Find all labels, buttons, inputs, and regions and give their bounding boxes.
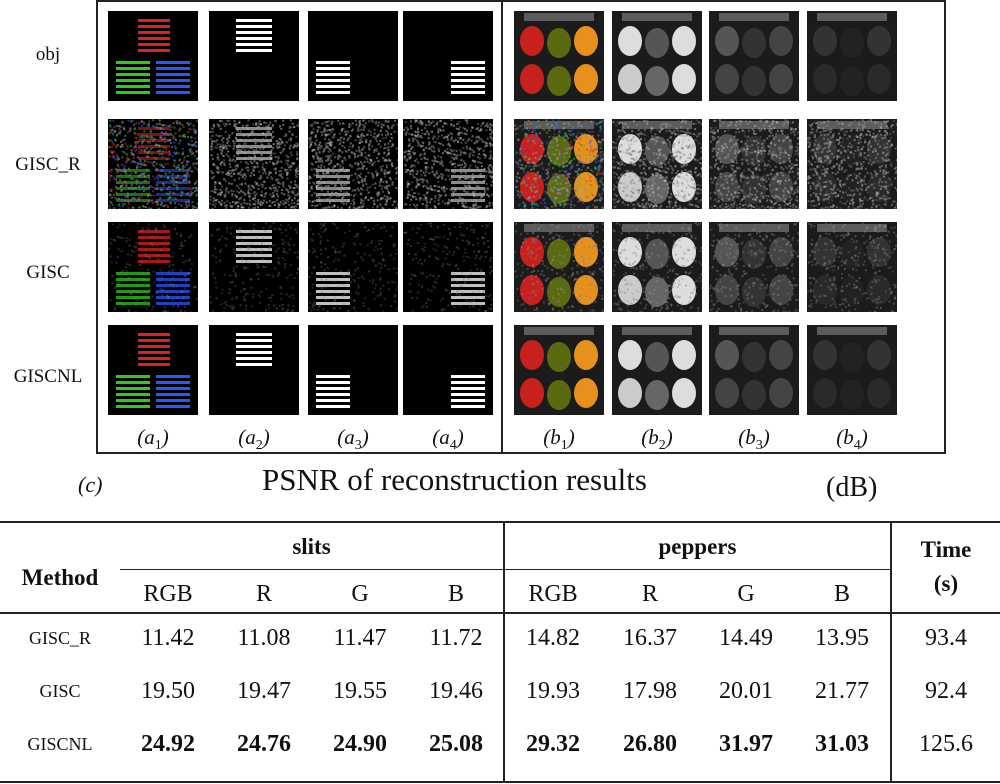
table-title: PSNR of reconstruction results (262, 462, 647, 497)
table-unit: (dB) (826, 472, 878, 503)
tile-b1-gisc (514, 222, 604, 312)
value-cell: 19.55 (333, 678, 387, 704)
column-label-a4: (a4) (432, 425, 464, 454)
tile-a4-giscnl (403, 325, 493, 415)
tile-a4-gisc-r (403, 119, 493, 209)
column-label-b1: (b1) (543, 425, 575, 454)
value-cell: 11.72 (429, 625, 483, 651)
value-cell: 11.42 (141, 625, 195, 651)
tile-a3-obj (308, 11, 398, 101)
tile-b1-giscnl (514, 325, 604, 415)
value-cell: 19.50 (141, 678, 195, 704)
image-grid: (a1) (a2) (a3) (a4) (b1) (b2) (b3) (b4) (96, 0, 946, 454)
value-cell: 19.46 (429, 678, 483, 704)
row-label-gisc: GISC (26, 262, 70, 283)
tile-a2-giscnl (209, 325, 299, 415)
row-label-obj: obj (35, 44, 61, 65)
tile-a3-giscnl (308, 325, 398, 415)
tile-b4-gisc (807, 222, 897, 312)
value-cell: 20.01 (719, 678, 773, 704)
time-cell: 92.4 (925, 678, 967, 704)
value-cell: 19.93 (526, 678, 580, 704)
tile-a1-giscnl (108, 325, 198, 415)
psnr-table: Method slits peppers Time (s) RGB R G B RGB R… (0, 521, 1000, 783)
tile-b2-gisc-r (612, 119, 702, 209)
value-cell: 17.98 (623, 678, 677, 704)
tile-b3-gisc (709, 222, 799, 312)
subheader-b-peppers: B (833, 581, 850, 607)
subheader-b-slits: B (447, 581, 464, 607)
row-label-gisc-r: GISC_R (15, 154, 81, 175)
subheader-g-peppers: G (737, 581, 755, 607)
subheader-r-slits: R (255, 581, 272, 607)
value-cell: 24.76 (237, 731, 291, 757)
value-cell: 14.82 (526, 625, 580, 651)
tile-a1-gisc (108, 222, 198, 312)
tile-b4-gisc-r (807, 119, 897, 209)
tile-a1-gisc-r (108, 119, 198, 209)
column-label-b4: (b4) (836, 425, 868, 454)
table-bottom-rule (0, 781, 1000, 783)
time-cell: 125.6 (919, 731, 973, 757)
value-cell: 11.08 (237, 625, 291, 651)
value-cell: 16.37 (623, 625, 677, 651)
grid-divider (501, 2, 503, 452)
tile-b2-obj (612, 11, 702, 101)
value-cell: 26.80 (623, 731, 677, 757)
value-cell: 11.47 (333, 625, 387, 651)
tile-a2-obj (209, 11, 299, 101)
value-cell: 19.47 (237, 678, 291, 704)
value-cell: 29.32 (526, 731, 580, 757)
table-divider-1 (503, 521, 505, 783)
table-top-rule (0, 521, 1000, 523)
method-cell: GISC_R (28, 628, 91, 648)
value-cell: 24.90 (333, 731, 387, 757)
tile-a2-gisc-r (209, 119, 299, 209)
value-cell: 21.77 (815, 678, 869, 704)
subheader-rgb-slits: RGB (143, 581, 193, 607)
tile-b4-obj (807, 11, 897, 101)
table-divider-2 (890, 521, 892, 783)
tile-a3-gisc-r (308, 119, 398, 209)
subheader-g-slits: G (351, 581, 369, 607)
column-label-a1: (a1) (137, 425, 169, 454)
row-label-giscnl: GISCNL (13, 366, 83, 387)
value-cell: 25.08 (429, 731, 483, 757)
tile-b2-gisc (612, 222, 702, 312)
value-cell: 24.92 (141, 731, 195, 757)
subheader-rgb-peppers: RGB (528, 581, 578, 607)
tile-a4-gisc (403, 222, 493, 312)
tile-b3-gisc-r (709, 119, 799, 209)
value-cell: 31.03 (815, 731, 869, 757)
column-label-a2: (a2) (238, 425, 270, 454)
tile-b3-obj (709, 11, 799, 101)
value-cell: 13.95 (815, 625, 869, 651)
tile-a2-gisc (209, 222, 299, 312)
panel-label: (c) (78, 472, 103, 497)
tile-a4-obj (403, 11, 493, 101)
value-cell: 31.97 (719, 731, 773, 757)
tile-b4-giscnl (807, 325, 897, 415)
group-header-slits: slits (292, 534, 331, 559)
value-cell: 14.49 (719, 625, 773, 651)
column-label-a3: (a3) (337, 425, 369, 454)
time-header: Time (920, 537, 972, 562)
tile-b1-gisc-r (514, 119, 604, 209)
tile-b3-giscnl (709, 325, 799, 415)
method-header: Method (21, 565, 99, 590)
subheader-r-peppers: R (641, 581, 658, 607)
group-rule (120, 569, 890, 570)
time-unit: (s) (933, 571, 959, 596)
tile-a3-gisc (308, 222, 398, 312)
tile-b1-obj (514, 11, 604, 101)
header-rule (0, 612, 1000, 614)
group-header-peppers: peppers (658, 534, 737, 559)
time-cell: 93.4 (925, 625, 967, 651)
method-cell: GISCNL (27, 734, 93, 754)
method-cell: GISC (39, 681, 81, 701)
column-label-b3: (b3) (738, 425, 770, 454)
tile-a1-obj (108, 11, 198, 101)
column-label-b2: (b2) (641, 425, 673, 454)
tile-b2-giscnl (612, 325, 702, 415)
